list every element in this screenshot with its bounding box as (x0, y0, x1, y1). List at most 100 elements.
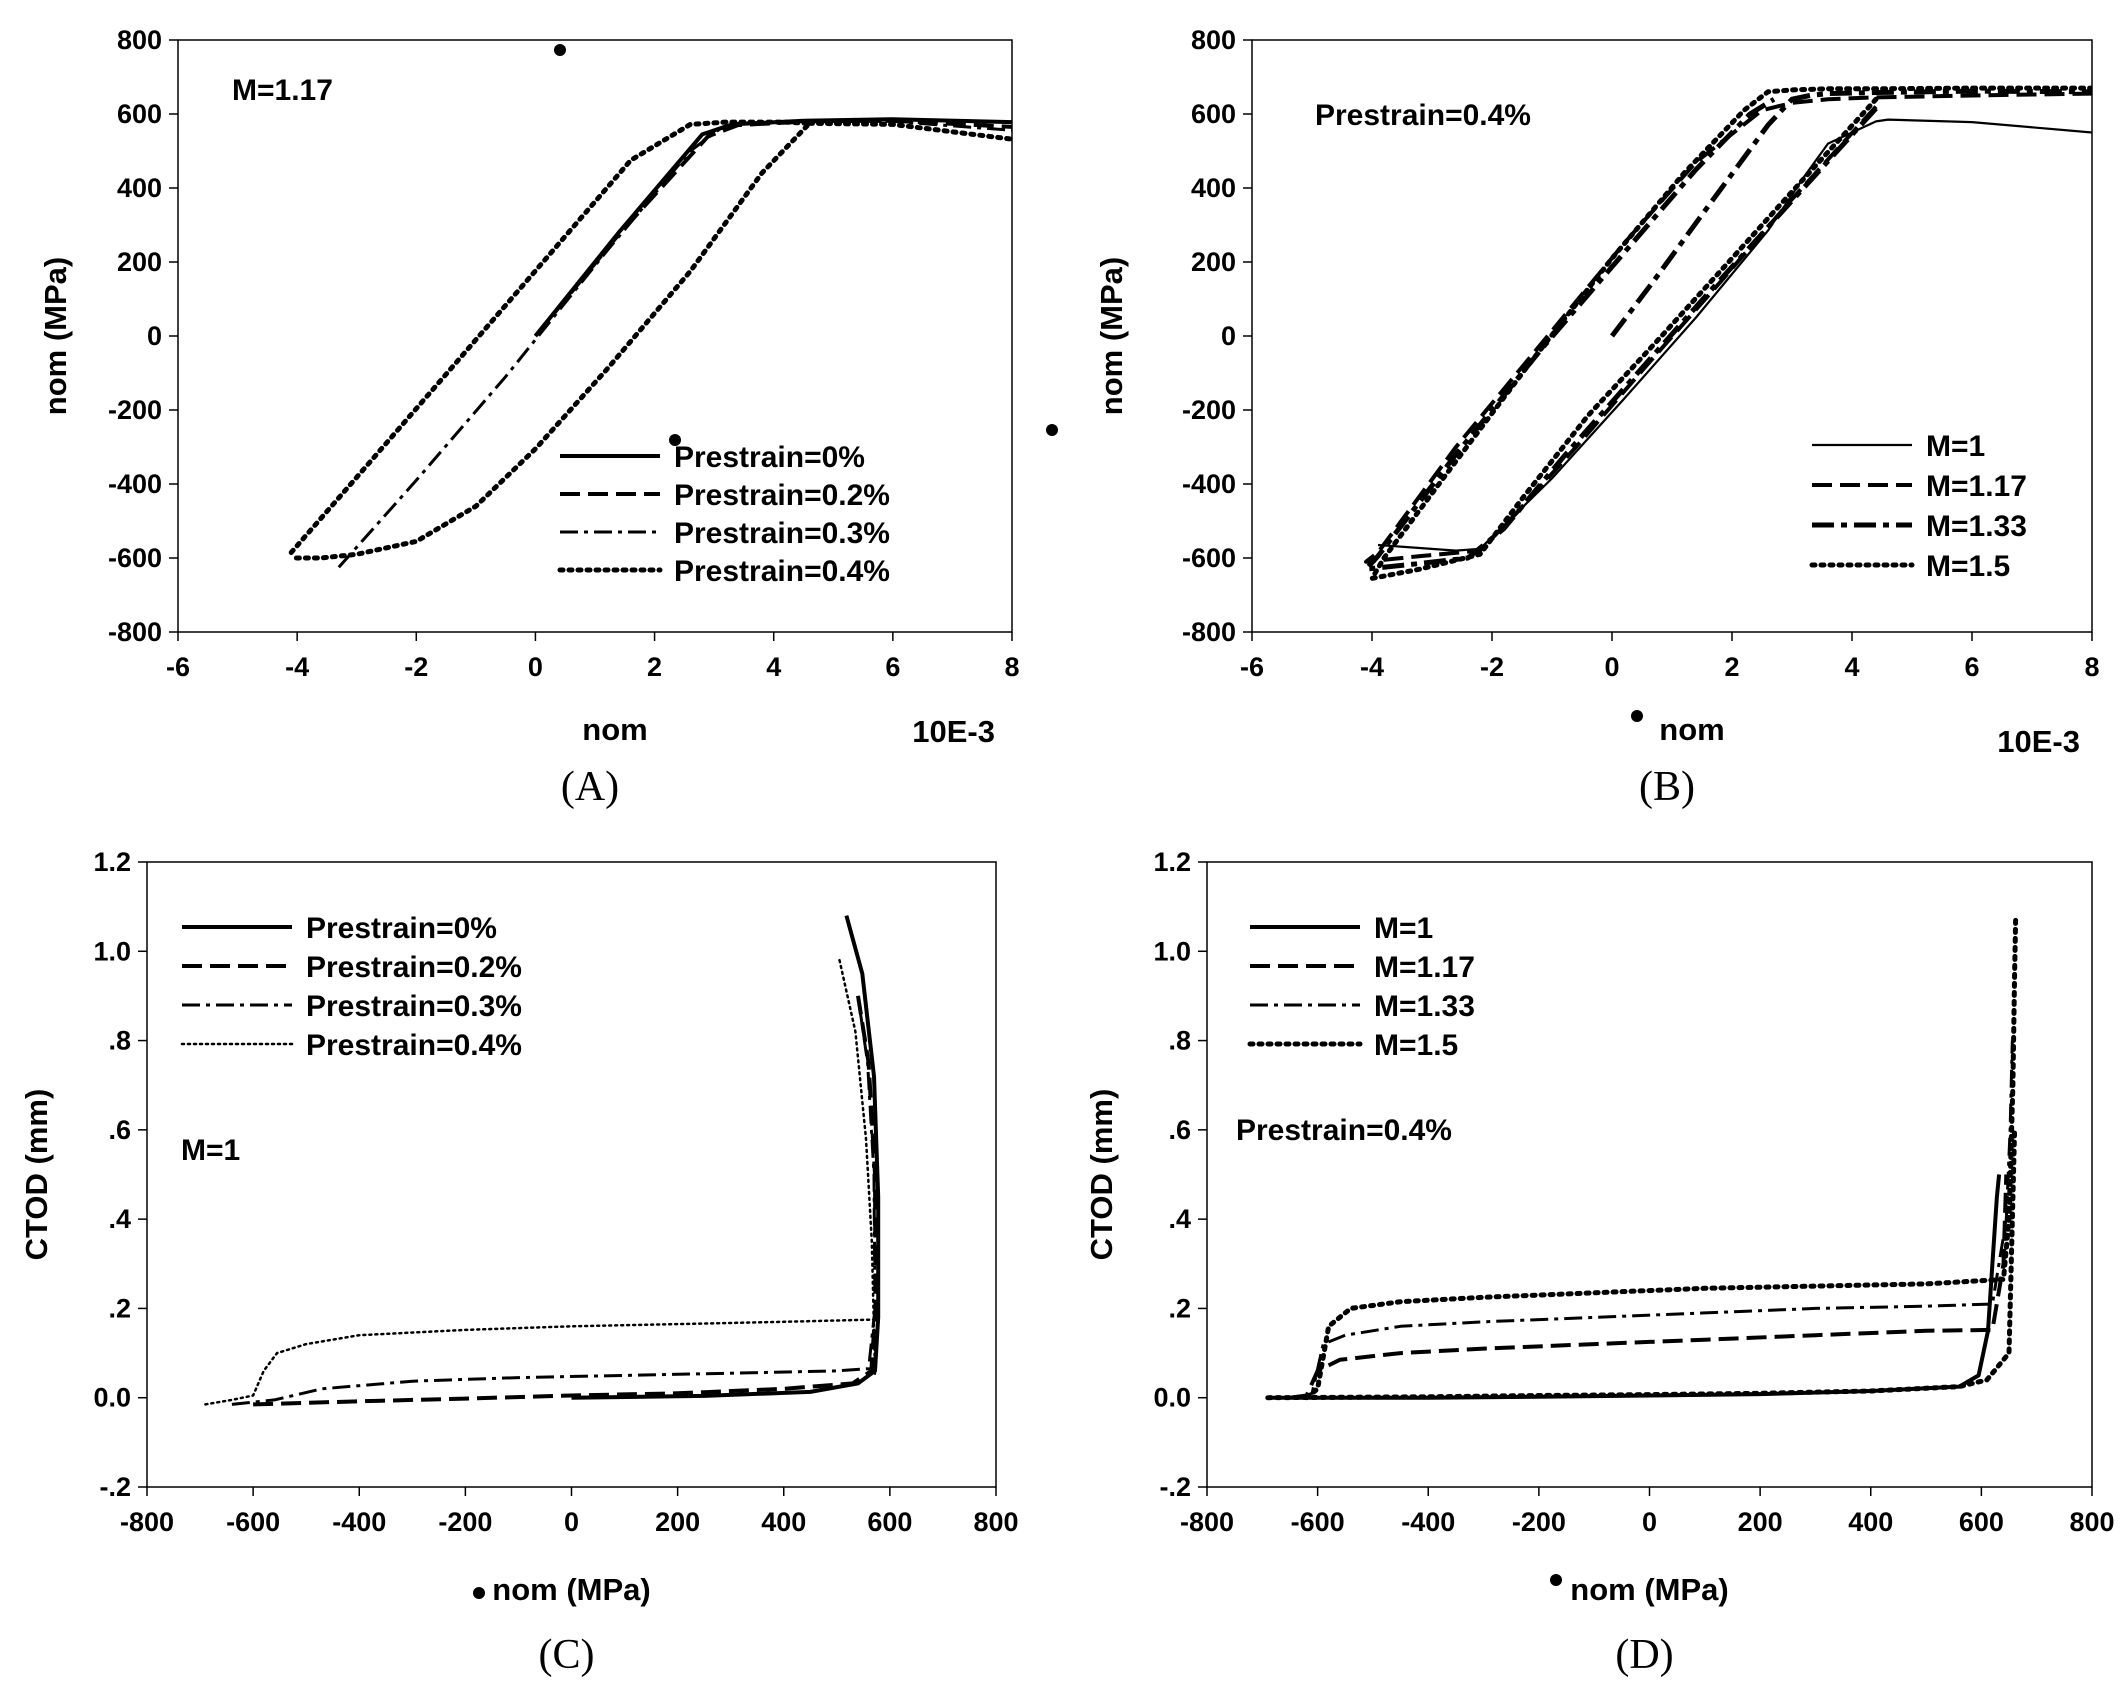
x-tick-label: 800 (2069, 1507, 2114, 1537)
x-tick-label: 200 (1738, 1507, 1783, 1537)
series-line (1369, 85, 2092, 581)
series-line (253, 995, 878, 1407)
y-tick-label: -200 (1182, 395, 1236, 425)
x-axis-label: nom (MPa) (492, 1572, 650, 1607)
x-tick-label: 6 (1964, 652, 1979, 682)
chart-annotation: Prestrain=0.4% (1236, 1114, 1452, 1147)
y-axis-symbol-dot (669, 434, 681, 446)
y-tick-label: -600 (108, 543, 162, 573)
series-line (533, 118, 1012, 338)
chart-panel-D: -800 -600 -400 -200 0 200 400 600 800 -.2 0.0 .2 .4.… (1084, 847, 2115, 1678)
y-tick-label: .2 (1168, 1293, 1191, 1323)
legend-entry: M=1.5 (1926, 550, 2010, 583)
series-line (231, 995, 877, 1406)
y-tick-label: -400 (108, 469, 162, 499)
x-tick-label: 8 (2084, 652, 2099, 682)
legend-entry: M=1.17 (1926, 470, 2027, 503)
x-tick-label: 4 (1844, 652, 1859, 682)
series-line (337, 119, 1012, 569)
x-tick-label: 4 (766, 652, 781, 682)
y-tick-label: 200 (117, 247, 162, 277)
y-axis-symbol-dot (1046, 424, 1058, 436)
x-axis-label: nom (1659, 712, 1724, 747)
x-axis-label: nom (MPa) (1570, 1572, 1728, 1607)
y-tick-label: .4 (1168, 1204, 1191, 1234)
y-axis-label: CTOD (mm) (1084, 1089, 1119, 1261)
y-tick-label: 1.2 (1153, 847, 1191, 877)
y-axis-label: nom (MPa) (38, 257, 73, 415)
y-tick-label: -800 (108, 617, 162, 647)
y-axis-label: nom (MPa) (1094, 257, 1129, 415)
legend-entry: Prestrain=0.2% (306, 951, 522, 984)
legend-entry: Prestrain=0.3% (306, 990, 522, 1023)
chart-annotation: M=1.17 (232, 74, 333, 107)
y-tick-label: 400 (1191, 173, 1236, 203)
series-line (1300, 1040, 2014, 1400)
x-tick-label: -400 (1401, 1507, 1455, 1537)
y-tick-label: .8 (108, 1026, 131, 1056)
panel-label: (B) (1639, 764, 1695, 810)
x-axis-label: nom (582, 712, 647, 747)
x-tick-label: -600 (1291, 1507, 1345, 1537)
x-tick-label: -200 (438, 1507, 492, 1537)
series-line (1265, 1127, 2018, 1401)
y-tick-label: 400 (117, 173, 162, 203)
series-line (1289, 1174, 2009, 1400)
legend-entry: M=1.17 (1374, 951, 1475, 984)
series-line (1363, 97, 1878, 572)
y-tick-label: -400 (1182, 469, 1236, 499)
x-tick-label: -6 (1240, 652, 1264, 682)
x-axis-symbol-dot (1550, 1574, 1562, 1586)
legend-entry: Prestrain=0.3% (674, 517, 890, 550)
y-tick-label: 1.0 (1153, 936, 1191, 966)
y-tick-label: 1.0 (93, 936, 131, 966)
x-tick-label: -400 (332, 1507, 386, 1537)
legend-entry: M=1.5 (1374, 1029, 1458, 1062)
x-axis-symbol-dot (473, 1587, 485, 1599)
y-tick-label: 0.0 (93, 1383, 131, 1413)
x-tick-label: 600 (1959, 1507, 2004, 1537)
x-tick-label: 0 (1642, 1507, 1657, 1537)
x-unit-note: 10E-3 (912, 714, 995, 749)
x-tick-label: 400 (761, 1507, 806, 1537)
series-line (807, 120, 1012, 142)
x-tick-label: -2 (404, 652, 428, 682)
x-tick-label: 200 (655, 1507, 700, 1537)
y-tick-label: -.2 (1159, 1472, 1191, 1502)
y-tick-label: .2 (108, 1293, 131, 1323)
y-tick-label: -.2 (99, 1472, 131, 1502)
x-tick-label: -800 (120, 1507, 174, 1537)
x-unit-note: 10E-3 (1997, 724, 2080, 759)
y-tick-label: -200 (108, 395, 162, 425)
x-tick-label: 0 (528, 652, 543, 682)
chart-panel-A: -6 -4 -2 0 2 4 6 8 -800 -600 -400 -200 0 200 400 600 800… (38, 25, 1020, 810)
chart-annotation: Prestrain=0.4% (1315, 99, 1531, 132)
series-line (1304, 913, 2019, 1401)
x-tick-label: 0 (1604, 652, 1619, 682)
legend-entry: Prestrain=0.4% (306, 1029, 522, 1062)
y-tick-label: -800 (1182, 617, 1236, 647)
x-tick-label: -4 (1360, 652, 1384, 682)
x-tick-label: -6 (166, 652, 190, 682)
panel-label: (C) (539, 1632, 595, 1678)
y-axis-label: CTOD (mm) (19, 1089, 54, 1261)
y-tick-label: -600 (1182, 543, 1236, 573)
y-tick-label: .4 (108, 1204, 131, 1234)
series-group (288, 117, 1012, 569)
legend-entry: Prestrain=0.2% (674, 479, 890, 512)
y-tick-label: 200 (1191, 247, 1236, 277)
series-line (533, 117, 1012, 338)
x-tick-label: -2 (1480, 652, 1504, 682)
legend-entry: Prestrain=0% (674, 441, 865, 474)
legend-entry: Prestrain=0.4% (674, 555, 890, 588)
y-tick-label: .6 (1168, 1115, 1191, 1145)
legend-entry: M=1.33 (1374, 990, 1475, 1023)
x-axis-symbol-dot (554, 44, 566, 56)
x-tick-label: -4 (285, 652, 309, 682)
chart-panel-C: -800 -600 -400 -200 0 200 400 600 800 -.2 0.0 .2 .4.… (19, 847, 1019, 1678)
series-line (1267, 1174, 2002, 1400)
x-tick-label: 800 (973, 1507, 1018, 1537)
x-tick-label: 6 (885, 652, 900, 682)
x-tick-label: 2 (647, 652, 662, 682)
